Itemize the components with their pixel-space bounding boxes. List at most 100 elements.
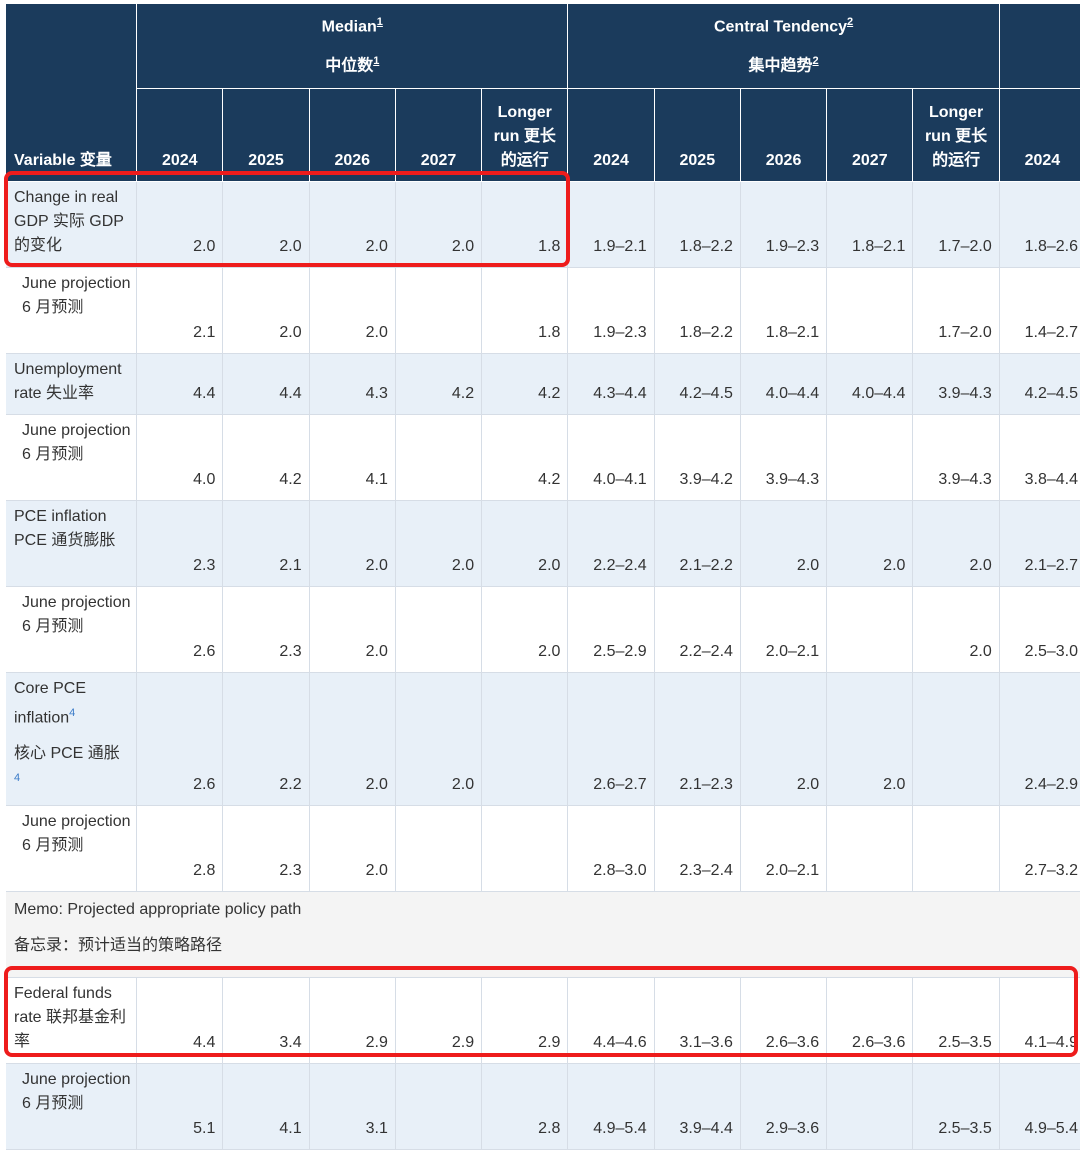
cell: 2.6 bbox=[136, 586, 224, 673]
table-row: June projection 6 月预测 2.1 2.0 2.0 1.8 1.… bbox=[6, 267, 1080, 354]
median-year-2027: 2027 bbox=[395, 88, 483, 182]
central-year-2024: 2024 bbox=[567, 88, 655, 182]
cell: 3.9–4.3 bbox=[740, 414, 828, 501]
cell: 2.6–3.6 bbox=[826, 977, 914, 1064]
cell: 4.2–4.5 bbox=[654, 353, 741, 415]
cell bbox=[395, 414, 483, 501]
cell: 1.8 bbox=[481, 181, 569, 268]
cell: 4.4 bbox=[222, 353, 310, 415]
economic-projections-table: Variable 变量 Median1 中位数1 Central Tendenc… bbox=[6, 4, 1080, 1150]
cell: 2.8 bbox=[481, 1063, 569, 1150]
cell: 4.0–4.4 bbox=[740, 353, 828, 415]
cell bbox=[826, 414, 914, 501]
central-year-2026: 2026 bbox=[740, 88, 828, 182]
cell: 1.9–2.3 bbox=[567, 267, 655, 354]
cell: 1.8–2.2 bbox=[654, 181, 741, 268]
median-year-2026: 2026 bbox=[309, 88, 396, 182]
cell: 2.0–2.1 bbox=[740, 586, 828, 673]
cell: 2.0 bbox=[395, 672, 483, 806]
range-year-2024: 2024 bbox=[999, 88, 1080, 182]
row-label: Unemployment rate 失业率 bbox=[6, 353, 138, 415]
cell bbox=[826, 267, 914, 354]
cell: 4.3–4.4 bbox=[567, 353, 655, 415]
cell: 2.3–2.4 bbox=[654, 805, 741, 892]
cell: 4.3 bbox=[309, 353, 396, 415]
table-row: PCE inflation PCE 通货膨胀 2.3 2.1 2.0 2.0 2… bbox=[6, 500, 1080, 587]
cell bbox=[395, 586, 483, 673]
cell: 2.0 bbox=[309, 500, 396, 587]
cell: 2.0 bbox=[309, 267, 396, 354]
cell: 1.7–2.0 bbox=[912, 267, 1000, 354]
cell: 2.6 bbox=[136, 672, 224, 806]
cell: 3.9–4.3 bbox=[912, 414, 1000, 501]
cell: 3.1 bbox=[309, 1063, 396, 1150]
cell: 2.0 bbox=[826, 500, 914, 587]
cell: 4.9–5.4 bbox=[999, 1063, 1080, 1150]
cell: 1.8–2.2 bbox=[654, 267, 741, 354]
cell bbox=[395, 805, 483, 892]
memo-row: Memo: Projected appropriate policy path … bbox=[6, 891, 1080, 978]
row-label: June projection 6 月预测 bbox=[6, 414, 138, 501]
cell: 4.0–4.1 bbox=[567, 414, 655, 501]
cell bbox=[481, 672, 569, 806]
cell: 4.4 bbox=[136, 353, 224, 415]
cell: 2.6–3.6 bbox=[740, 977, 828, 1064]
cell: 3.1–3.6 bbox=[654, 977, 741, 1064]
row-label: Federal funds rate 联邦基金利率 bbox=[6, 977, 138, 1064]
cell: 4.2 bbox=[222, 414, 310, 501]
cell: 2.5–3.5 bbox=[912, 977, 1000, 1064]
cell: 2.0 bbox=[222, 267, 310, 354]
cell: 2.0 bbox=[912, 500, 1000, 587]
table-row: Federal funds rate 联邦基金利率 4.4 3.4 2.9 2.… bbox=[6, 977, 1080, 1064]
table-row: Change in real GDP 实际 GDP 的变化 2.0 2.0 2.… bbox=[6, 181, 1080, 268]
cell: 2.0 bbox=[222, 181, 310, 268]
cell: 2.0 bbox=[912, 586, 1000, 673]
cell: 2.0 bbox=[481, 500, 569, 587]
table-row: Unemployment rate 失业率 4.4 4.4 4.3 4.2 4.… bbox=[6, 353, 1080, 415]
cell: 4.2 bbox=[481, 353, 569, 415]
cell: 2.5–2.9 bbox=[567, 586, 655, 673]
cell bbox=[826, 586, 914, 673]
row-label: Core PCE inflation4 核心 PCE 通胀 4 bbox=[6, 672, 138, 806]
row-label: June projection 6 月预测 bbox=[6, 805, 138, 892]
cell: 2.4–2.9 bbox=[999, 672, 1080, 806]
cell bbox=[395, 267, 483, 354]
cell: 1.8–2.6 bbox=[999, 181, 1080, 268]
cell: 3.9–4.4 bbox=[654, 1063, 741, 1150]
cell: 3.9–4.2 bbox=[654, 414, 741, 501]
median-year-2024: 2024 bbox=[136, 88, 224, 182]
cell: 2.5–3.0 bbox=[999, 586, 1080, 673]
cell: 2.5–3.5 bbox=[912, 1063, 1000, 1150]
cell: 4.2 bbox=[481, 414, 569, 501]
cell: 3.4 bbox=[222, 977, 310, 1064]
cell: 2.7–3.2 bbox=[999, 805, 1080, 892]
cell: 2.1 bbox=[136, 267, 224, 354]
table-row: June projection 6 月预测 4.0 4.2 4.1 4.2 4.… bbox=[6, 414, 1080, 501]
memo-text: Memo: Projected appropriate policy path … bbox=[6, 891, 1080, 978]
cell: 2.0 bbox=[740, 672, 828, 806]
cell bbox=[826, 805, 914, 892]
cell: 3.9–4.3 bbox=[912, 353, 1000, 415]
row-label: June projection 6 月预测 bbox=[6, 267, 138, 354]
cell: 1.7–2.0 bbox=[912, 181, 1000, 268]
cell: 4.9–5.4 bbox=[567, 1063, 655, 1150]
row-label: Change in real GDP 实际 GDP 的变化 bbox=[6, 181, 138, 268]
cell bbox=[826, 1063, 914, 1150]
cell: 2.9 bbox=[481, 977, 569, 1064]
cell: 2.0 bbox=[309, 181, 396, 268]
cell bbox=[912, 672, 1000, 806]
cell: 2.0–2.1 bbox=[740, 805, 828, 892]
cell: 2.9 bbox=[395, 977, 483, 1064]
cell: 2.1–2.3 bbox=[654, 672, 741, 806]
cell: 2.0 bbox=[481, 586, 569, 673]
median-header: Median1 中位数1 bbox=[136, 4, 569, 89]
cell bbox=[395, 1063, 483, 1150]
cell: 4.1 bbox=[309, 414, 396, 501]
cell bbox=[912, 805, 1000, 892]
cell: 2.1–2.7 bbox=[999, 500, 1080, 587]
cell: 2.3 bbox=[222, 805, 310, 892]
cell: 2.0 bbox=[309, 672, 396, 806]
cell: 4.0–4.4 bbox=[826, 353, 914, 415]
cell: 4.1 bbox=[222, 1063, 310, 1150]
cell bbox=[481, 805, 569, 892]
